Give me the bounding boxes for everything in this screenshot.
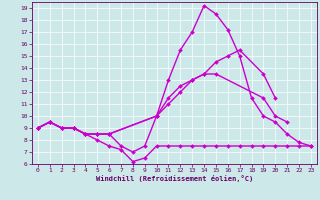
X-axis label: Windchill (Refroidissement éolien,°C): Windchill (Refroidissement éolien,°C) — [96, 175, 253, 182]
